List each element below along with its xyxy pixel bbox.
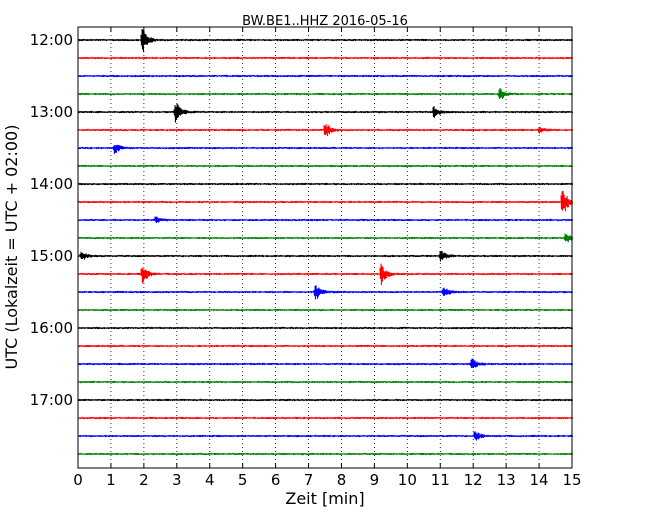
trace-lines <box>77 29 574 456</box>
trace-line-1715 <box>77 416 574 420</box>
x-tick-label: 1 <box>106 471 116 489</box>
x-tick-label: 14 <box>530 471 549 489</box>
y-axis-label: UTC (Lokalzeit = UTC + 02:00) <box>2 125 21 370</box>
x-tick-label: 4 <box>205 471 215 489</box>
x-tick-label: 15 <box>562 471 581 489</box>
x-tick-label: 6 <box>271 471 281 489</box>
plot-frame <box>77 26 573 469</box>
trace-line-1445 <box>77 233 574 243</box>
x-tick-label: 0 <box>73 471 83 489</box>
x-tick-label: 9 <box>370 471 380 489</box>
axis-ticks: 0 1 2 3 4 5 6 7 8 9 10 11 12 13 14 1512:0013:0014:0015:… <box>30 27 582 489</box>
trace-line-1215 <box>77 56 574 60</box>
y-tick-label: 15:00 <box>30 247 73 265</box>
x-tick-label: 2 <box>139 471 149 489</box>
trace-line-1615 <box>77 344 574 348</box>
x-axis-label: Zeit [min] <box>285 489 364 508</box>
x-tick-label: 11 <box>431 471 450 489</box>
y-tick-label: 12:00 <box>30 31 73 49</box>
y-tick-label: 17:00 <box>30 391 73 409</box>
trace-line-1245 <box>77 87 574 100</box>
trace-line-1500 <box>77 250 574 262</box>
trace-line-1430 <box>77 216 574 224</box>
x-tick-label: 13 <box>497 471 516 489</box>
y-tick-label: 14:00 <box>30 175 73 193</box>
x-tick-label: 3 <box>172 471 182 489</box>
trace-line-1200 <box>77 29 574 53</box>
x-tick-label: 5 <box>238 471 248 489</box>
trace-line-1515 <box>77 263 574 286</box>
trace-line-1730 <box>77 431 574 441</box>
x-tick-label: 12 <box>464 471 483 489</box>
trace-line-1630 <box>77 358 574 369</box>
trace-line-1745 <box>77 452 574 456</box>
trace-line-1600 <box>77 326 574 330</box>
trace-line-1330 <box>77 144 574 154</box>
trace-line-1345 <box>77 164 574 168</box>
y-tick-label: 16:00 <box>30 319 73 337</box>
trace-line-1415 <box>77 190 574 212</box>
x-tick-label: 8 <box>337 471 347 489</box>
chart-title: BW.BE1..HHZ 2016-05-16 <box>242 14 408 29</box>
grid-lines <box>110 27 540 468</box>
trace-line-1300 <box>77 103 574 123</box>
trace-line-1645 <box>77 380 574 384</box>
trace-line-1700 <box>77 398 574 402</box>
trace-line-1315 <box>77 124 574 137</box>
trace-line-1230 <box>77 74 574 78</box>
y-tick-label: 13:00 <box>30 103 73 121</box>
x-tick-label: 10 <box>398 471 417 489</box>
x-tick-label: 7 <box>304 471 314 489</box>
trace-line-1530 <box>77 285 574 300</box>
trace-line-1400 <box>77 182 574 186</box>
trace-line-1545 <box>77 308 574 312</box>
